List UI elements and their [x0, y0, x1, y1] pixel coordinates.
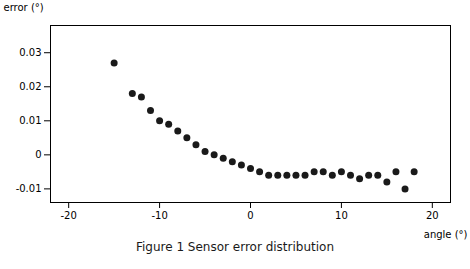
- svg-text:20: 20: [426, 210, 439, 221]
- svg-text:angle (°): angle (°): [424, 229, 468, 240]
- html-text:Figure 1 Sensor error distribu: Figure 1 Sensor error distribution: [135, 240, 334, 254]
- svg-text:-0.01: -0.01: [16, 183, 42, 194]
- svg-text:0: 0: [35, 149, 41, 160]
- svg-text:0.01: 0.01: [19, 115, 41, 126]
- svg-text:0.03: 0.03: [19, 47, 41, 58]
- svg-text:0: 0: [247, 210, 253, 221]
- svg-text:error (°): error (°): [4, 2, 44, 13]
- svg-text:0.02: 0.02: [19, 81, 41, 92]
- svg-text:-10: -10: [151, 210, 167, 221]
- svg-text:10: 10: [335, 210, 348, 221]
- svg-text:-20: -20: [61, 210, 77, 221]
